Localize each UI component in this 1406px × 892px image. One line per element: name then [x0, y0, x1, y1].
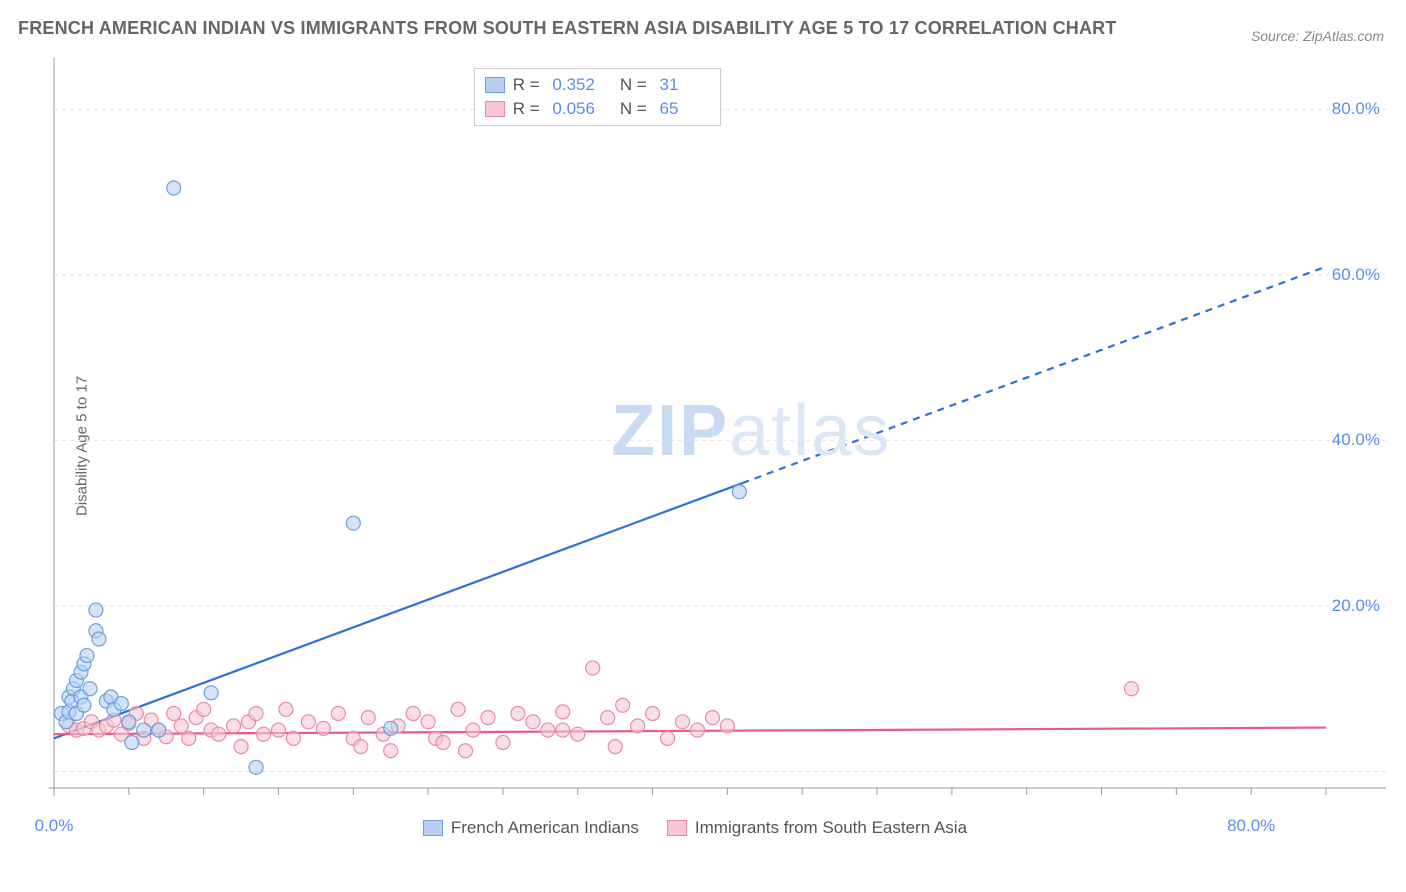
legend-series-item: French American Indians — [423, 818, 639, 838]
y-tick-label: 80.0% — [1332, 99, 1380, 119]
legend-series: French American Indians Immigrants from S… — [423, 818, 967, 838]
plot-svg — [50, 58, 1386, 848]
x-tick-label: 80.0% — [1227, 816, 1275, 836]
legend-stat-row: R = 0.056 N = 65 — [485, 97, 710, 121]
legend-stats: R = 0.352 N = 31R = 0.056 N = 65 — [474, 68, 721, 126]
scatter-plot: ZIPatlas 20.0%40.0%60.0%80.0% 0.0%80.0% … — [50, 58, 1386, 848]
legend-series-item: Immigrants from South Eastern Asia — [667, 818, 967, 838]
legend-stat-row: R = 0.352 N = 31 — [485, 73, 710, 97]
x-tick-label: 0.0% — [35, 816, 74, 836]
legend-series-label: Immigrants from South Eastern Asia — [695, 818, 967, 838]
chart-title: FRENCH AMERICAN INDIAN VS IMMIGRANTS FRO… — [18, 18, 1117, 39]
legend-n-value: 31 — [660, 73, 710, 97]
legend-n-label: N = — [610, 73, 651, 97]
y-tick-label: 40.0% — [1332, 430, 1380, 450]
legend-n-label: N = — [610, 97, 651, 121]
legend-swatch — [423, 820, 443, 836]
y-tick-label: 20.0% — [1332, 596, 1380, 616]
legend-r-value: 0.352 — [552, 73, 602, 97]
legend-r-value: 0.056 — [552, 97, 602, 121]
legend-n-value: 65 — [660, 97, 710, 121]
y-tick-label: 60.0% — [1332, 265, 1380, 285]
legend-swatch — [485, 101, 505, 117]
legend-swatch — [485, 77, 505, 93]
legend-r-label: R = — [513, 97, 545, 121]
legend-series-label: French American Indians — [451, 818, 639, 838]
source-attribution: Source: ZipAtlas.com — [1251, 28, 1384, 44]
legend-swatch — [667, 820, 687, 836]
legend-r-label: R = — [513, 73, 545, 97]
